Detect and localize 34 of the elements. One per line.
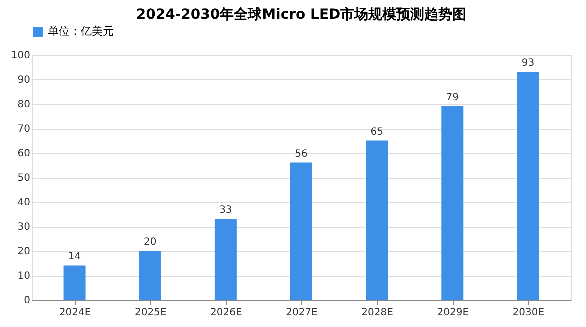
y-tick-label: 60 <box>18 148 30 160</box>
data-label: 79 <box>446 92 460 104</box>
y-tick-label: 30 <box>18 222 30 233</box>
bar <box>442 106 464 300</box>
bar <box>214 219 237 300</box>
x-tick-label: 2029E <box>437 308 470 318</box>
data-label: 20 <box>144 237 157 248</box>
bar <box>517 72 540 300</box>
bar <box>290 162 312 300</box>
y-tick-label: 10 <box>18 271 30 282</box>
y-tick-label: 80 <box>18 100 30 110</box>
y-tick-label: 90 <box>18 75 30 86</box>
bar <box>139 251 162 300</box>
data-label: 33 <box>220 205 232 216</box>
y-tick-label: 100 <box>11 50 30 62</box>
x-tick-label: 2026E <box>210 308 242 318</box>
y-tick-label: 20 <box>18 246 30 258</box>
x-tick-label: 2027E <box>286 308 318 318</box>
legend-label: 单位：亿美元 <box>48 25 114 38</box>
x-tick-label: 2025E <box>134 308 167 318</box>
data-label: 65 <box>370 126 384 138</box>
chart-title: 2024-2030年全球Micro LED市场规模预测趋势图 <box>136 6 467 23</box>
data-label: 56 <box>295 148 308 160</box>
y-tick-label: 0 <box>24 296 30 306</box>
data-label: 14 <box>68 252 82 263</box>
x-tick-label: 2024E <box>59 308 92 318</box>
data-label: 93 <box>522 58 535 70</box>
bar <box>366 140 388 300</box>
x-tick-label: 2030E <box>512 308 545 318</box>
x-tick-label: 2028E <box>362 308 394 318</box>
y-tick-label: 50 <box>18 173 30 184</box>
y-tick-label: 70 <box>18 124 30 135</box>
bar <box>64 266 86 300</box>
y-tick-label: 40 <box>18 198 30 208</box>
